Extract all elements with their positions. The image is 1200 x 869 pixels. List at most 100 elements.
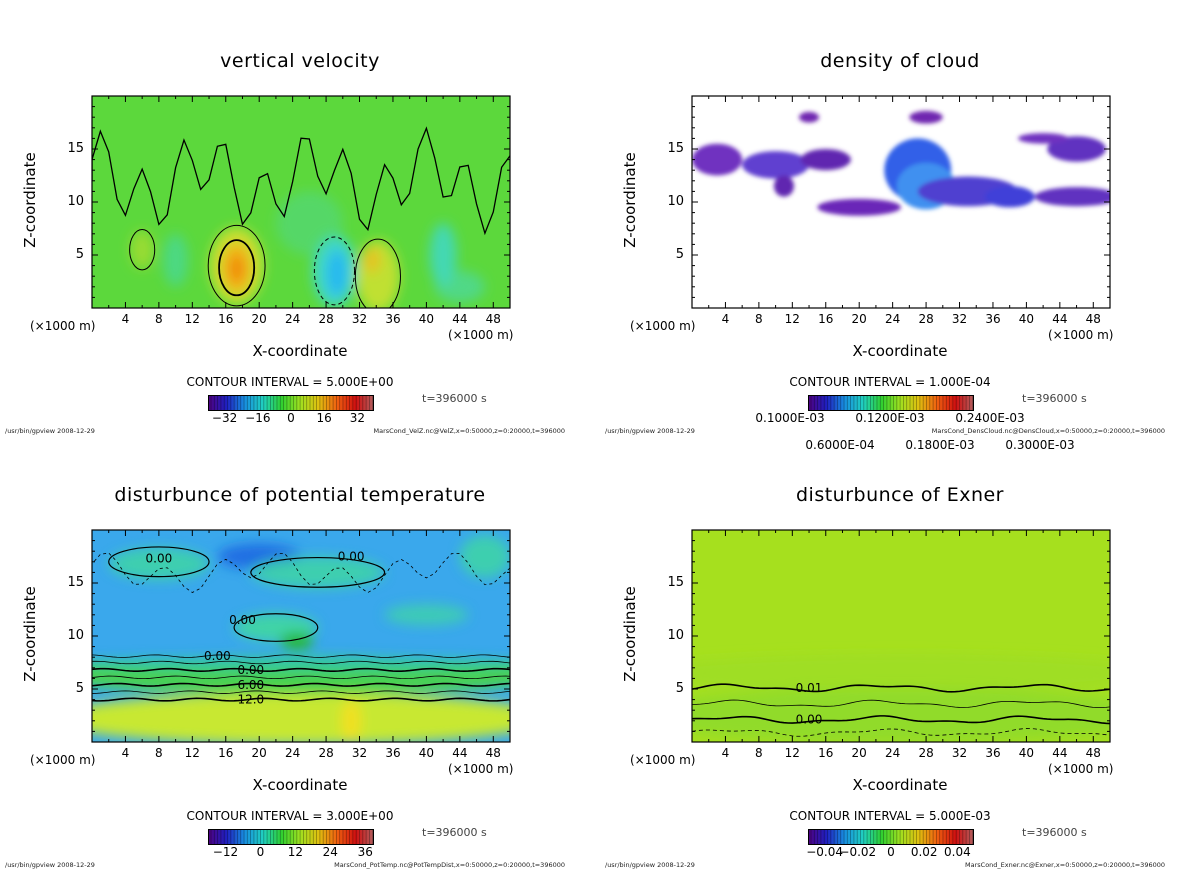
colorbar-gradient [808,829,974,845]
field-region [1047,136,1106,162]
x-unit-left: (×1000 m) [630,753,696,767]
contour-line [92,654,510,658]
contour-interval: CONTOUR INTERVAL = 1.000E-04 [789,375,991,389]
footer-right: MarsCond_DensCloud.nc@DensCloud,x=0:5000… [931,427,1165,435]
x-tick-label: 32 [351,746,368,760]
footer-left: /usr/bin/gpview 2008-12-29 [605,427,695,435]
heatmap-panel-1 [91,95,511,309]
colorbar-tick-label: −12 [212,845,239,859]
colorbar-frame [808,395,974,411]
y-tick-label: 5 [675,681,684,696]
x-axis-label: X-coordinate [852,342,948,360]
y-tick-label: 15 [67,575,84,590]
x-tick-label: 28 [318,746,334,760]
contour-line [692,699,1110,709]
field-region [817,198,901,216]
colorbar [808,395,974,411]
x-tick-label: 28 [918,312,934,326]
chart-title: disturbunce of Exner [795,484,1005,506]
contour-line [207,224,266,307]
colorbar [208,829,374,845]
colorbar-tick-label: 12 [287,845,303,859]
x-tick-label: 32 [351,312,368,326]
x-unit-right: (×1000 m) [448,328,514,342]
x-tick-label: 36 [985,312,1001,326]
colorbar-tick-label: 0.04 [944,845,971,859]
time-label: t=396000 s [1022,826,1087,839]
field-region [364,247,380,274]
footer-left: /usr/bin/gpview 2008-12-29 [605,861,695,869]
x-tick-label: 44 [1052,312,1068,326]
field-region [250,556,385,589]
x-axis-label: X-coordinate [252,776,348,794]
field-region [92,657,510,670]
colorbar-tick-label: 0.02 [910,845,938,859]
x-tick-label: 12 [184,312,200,326]
field-region [108,548,210,580]
x-unit-left: (×1000 m) [630,319,696,333]
y-tick-label: 15 [667,141,684,156]
x-tick-label: 40 [418,746,435,760]
colorbar-gradient [208,395,374,411]
y-tick-label: 10 [667,194,684,209]
footer-right: MarsCond_PotTemp.nc@PotTempDist,x=0:5000… [334,861,565,869]
x-tick-label: 4 [121,312,130,326]
contour-label: 0.00 [229,613,256,627]
x-tick-label: 4 [721,746,730,760]
contour-line [129,229,156,271]
colorbar-tick-label: 0.1000E-03 [755,411,825,425]
x-tick-label: 44 [452,746,468,760]
x-unit-right: (×1000 m) [1048,762,1114,776]
contour-interval: CONTOUR INTERVAL = 5.000E+00 [186,375,394,389]
x-tick-label: 24 [884,746,901,760]
contour-line [92,697,510,702]
x-tick-label: 32 [951,312,968,326]
x-tick-label: 8 [155,746,163,760]
field-region [984,186,1035,208]
field-region [799,111,820,123]
x-tick-label: 40 [418,312,435,326]
time-label: t=396000 s [422,826,487,839]
x-tick-label: 20 [251,312,267,326]
footer-left: /usr/bin/gpview 2008-12-29 [5,861,95,869]
colorbar-tick-label: 0.6000E-04 [805,438,875,452]
field-region [275,191,343,255]
y-tick-label: 10 [67,194,84,209]
y-axis-label: Z-coordinate [621,152,639,248]
y-axis-label: Z-coordinate [621,586,639,682]
x-unit-right: (×1000 m) [448,762,514,776]
contour-line [313,236,356,306]
colorbar [808,829,974,845]
x-tick-label: 12 [184,746,200,760]
x-tick-label: 20 [251,746,267,760]
field-region [229,255,245,283]
field-region [459,535,510,578]
field-region [163,233,189,287]
contour-line [692,715,1110,725]
y-axis-label: Z-coordinate [21,152,39,248]
field-region [326,249,347,297]
plot-background [692,96,1110,308]
contour-line [250,556,386,588]
y-tick-label: 5 [75,681,84,696]
contour-line [354,238,401,308]
colorbar-tick-label: −0.04 [806,845,843,859]
time-label: t=396000 s [422,392,487,405]
x-tick-label: 16 [218,312,234,326]
colorbar-frame [208,395,374,411]
y-tick-label: 5 [75,247,84,262]
x-tick-label: 48 [485,746,501,760]
chart-title: vertical velocity [220,50,380,72]
contour-label: 0.00 [146,552,173,566]
x-tick-label: 16 [818,312,834,326]
field-region [429,223,457,287]
colorbar-gradient [808,395,974,411]
contour-line [233,613,319,642]
x-tick-label: 20 [851,312,867,326]
contour-label: 0.00 [796,713,823,727]
x-tick-label: 32 [951,746,968,760]
footer-right: MarsCond_Exner.nc@Exner,x=0:50000,z=0:20… [965,861,1165,869]
x-tick-label: 48 [1085,312,1101,326]
colorbar-gradient [208,829,374,845]
